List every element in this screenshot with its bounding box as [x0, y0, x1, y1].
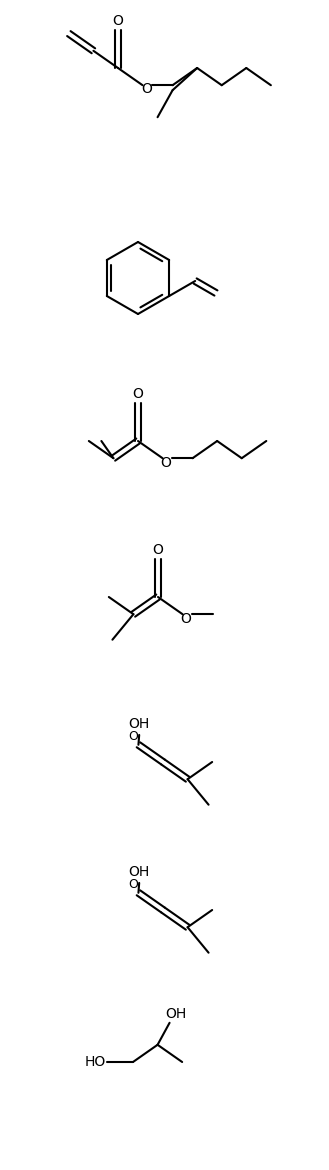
Text: O: O	[129, 879, 139, 892]
Text: O: O	[141, 82, 152, 96]
Text: OH: OH	[129, 717, 150, 731]
Text: O: O	[180, 612, 191, 626]
Text: HO: HO	[84, 1055, 106, 1069]
Text: O: O	[160, 456, 171, 470]
Text: O: O	[113, 14, 123, 28]
Text: O: O	[129, 730, 139, 743]
Text: O: O	[133, 387, 143, 401]
Text: OH: OH	[129, 865, 150, 879]
Text: OH: OH	[165, 1007, 186, 1020]
Text: O: O	[153, 543, 164, 557]
